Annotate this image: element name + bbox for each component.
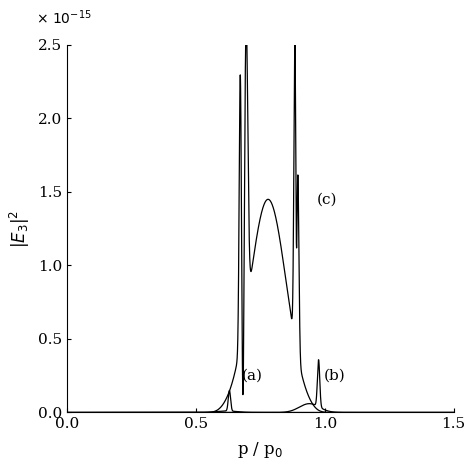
Y-axis label: $|E_3|^2$: $|E_3|^2$ [9, 210, 32, 248]
X-axis label: p / p$_0$: p / p$_0$ [237, 439, 283, 460]
Text: (b): (b) [324, 369, 346, 383]
Text: (c): (c) [317, 193, 337, 207]
Text: $\times\ 10^{-15}$: $\times\ 10^{-15}$ [36, 8, 92, 27]
Text: (a): (a) [242, 369, 263, 383]
